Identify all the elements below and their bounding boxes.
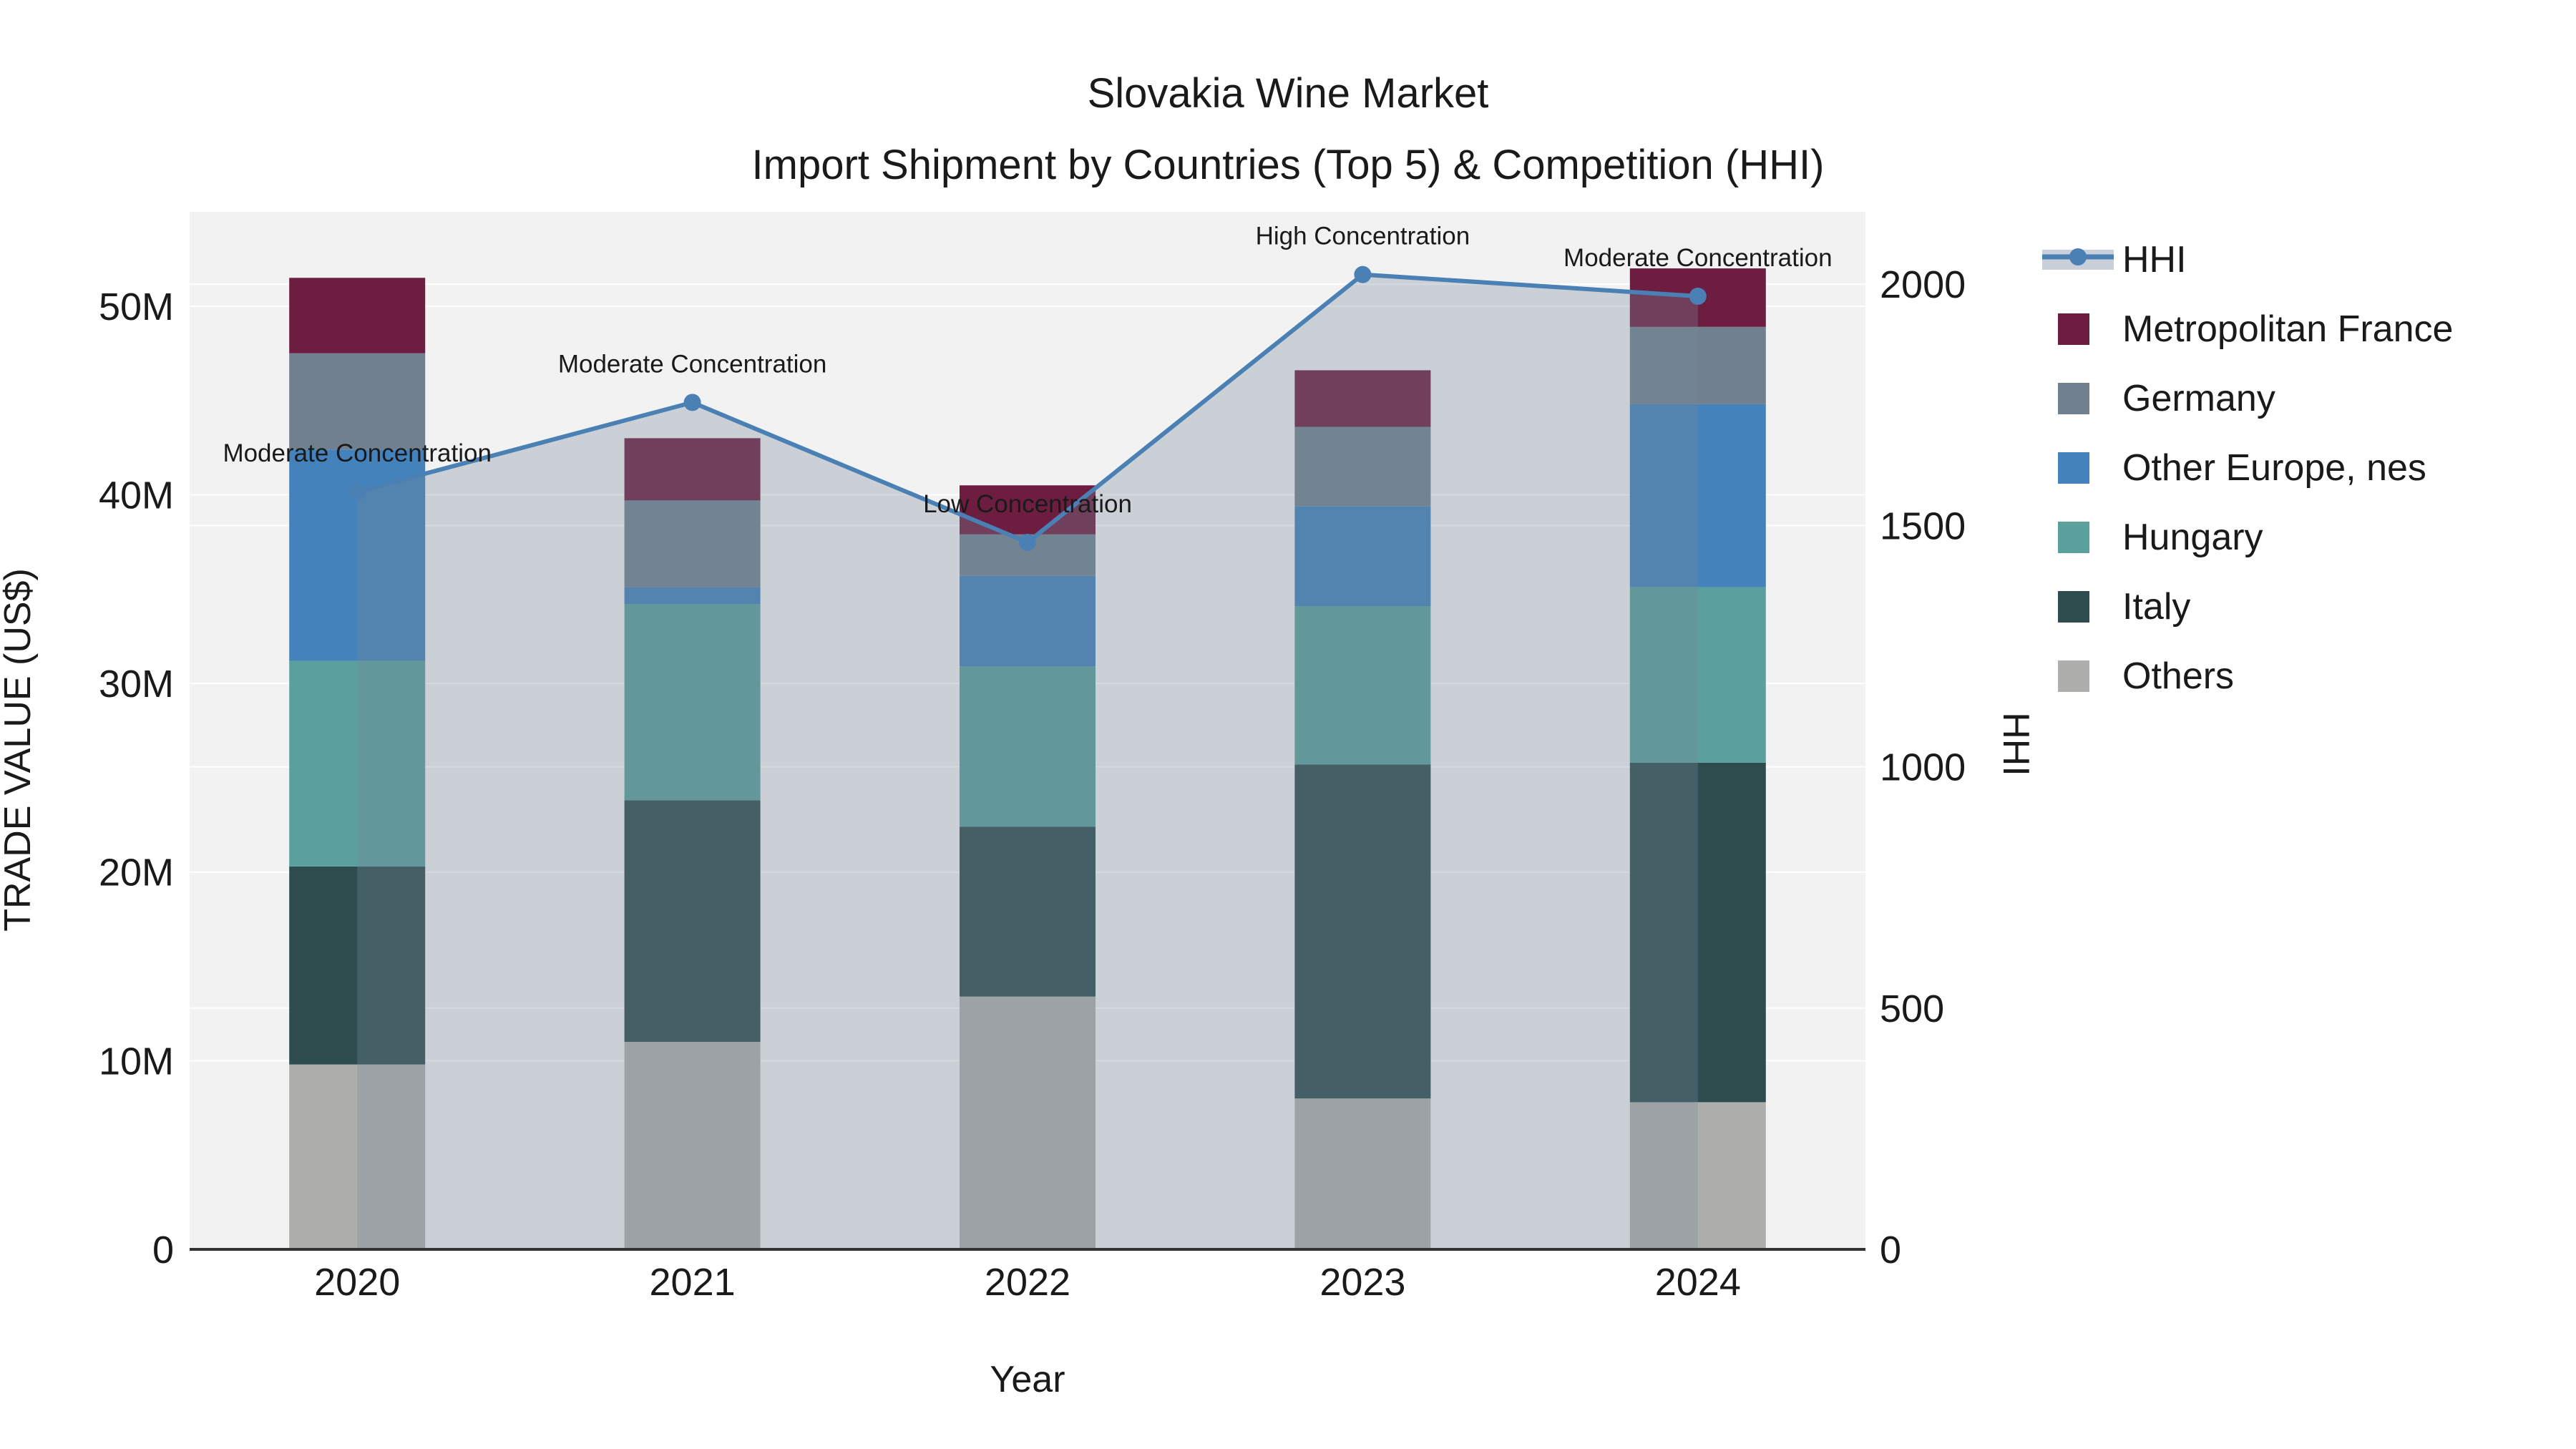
y-left-tick-40M: 40M	[99, 474, 174, 517]
annotation-2024: Moderate Concentration	[1563, 244, 1833, 272]
legend-swatch	[2058, 452, 2089, 484]
bar-segment-hungary-2023[interactable]	[1294, 606, 1431, 765]
y-right-axis-title: HHI	[1995, 712, 2036, 776]
bar-segment-other-europe-nes-2021[interactable]	[624, 587, 761, 605]
bar-segment-others-2020[interactable]	[289, 1064, 426, 1249]
legend-label: Germany	[2122, 378, 2275, 419]
bar-segment-other-europe-nes-2022[interactable]	[960, 575, 1096, 667]
legend-label: HHI	[2122, 239, 2187, 280]
bar-segment-metropolitan-france-2021[interactable]	[624, 438, 761, 501]
bar-segment-others-2021[interactable]	[624, 1042, 761, 1249]
bar-segment-others-2024[interactable]	[1629, 1102, 1766, 1249]
hhi-marker-2022[interactable]	[1019, 533, 1036, 551]
legend-swatch	[2058, 313, 2089, 345]
hhi-marker-2023[interactable]	[1354, 265, 1372, 283]
bar-segment-germany-2024[interactable]	[1629, 326, 1766, 404]
bar-segment-hungary-2020[interactable]	[289, 660, 426, 867]
y-left-tick-50M: 50M	[99, 286, 174, 328]
legend-hhi-marker	[2069, 248, 2087, 265]
hhi-area	[357, 274, 1698, 1249]
bar-segment-other-europe-nes-2023[interactable]	[1294, 506, 1431, 606]
bar-segment-italy-2022[interactable]	[960, 826, 1096, 997]
annotation-2023: High Concentration	[1256, 223, 1470, 250]
x-tick-2024: 2024	[1655, 1261, 1741, 1304]
bar-segment-germany-2023[interactable]	[1294, 426, 1431, 507]
bar-segment-metropolitan-france-2022[interactable]	[960, 485, 1096, 535]
bar-segment-metropolitan-france-2020[interactable]	[289, 278, 426, 353]
legend-item-italy[interactable]: Italy	[2058, 586, 2190, 628]
y-right-tick-2000: 2000	[1880, 263, 1966, 306]
bar-segment-hungary-2022[interactable]	[960, 666, 1096, 827]
legend-swatch	[2058, 591, 2089, 623]
bar-segment-italy-2020[interactable]	[289, 866, 426, 1065]
y-left-tick-0: 0	[152, 1229, 174, 1272]
y-right-tick-1500: 1500	[1880, 504, 1966, 547]
bar-segment-hungary-2021[interactable]	[624, 604, 761, 801]
hhi-marker-2021[interactable]	[683, 394, 701, 411]
legend-item-germany[interactable]: Germany	[2058, 378, 2275, 419]
bar-segment-italy-2023[interactable]	[1294, 764, 1431, 1099]
bar-segment-others-2023[interactable]	[1294, 1098, 1431, 1249]
x-tick-2021: 2021	[650, 1261, 736, 1304]
legend-swatch	[2058, 383, 2089, 414]
legend-swatch	[2058, 660, 2089, 692]
x-tick-2022: 2022	[985, 1261, 1070, 1304]
annotation-2020: Moderate Concentration	[223, 439, 492, 467]
legend-label: Other Europe, nes	[2122, 447, 2426, 489]
y-right-tick-1000: 1000	[1880, 746, 1966, 789]
bar-segment-others-2022[interactable]	[960, 996, 1096, 1249]
bar-segment-italy-2021[interactable]	[624, 800, 761, 1042]
annotation-2021: Moderate Concentration	[558, 350, 827, 378]
legend-item-hhi[interactable]: HHI	[2042, 239, 2187, 280]
y-left-tick-30M: 30M	[99, 663, 174, 706]
x-tick-2023: 2023	[1319, 1261, 1405, 1304]
legend-item-metropolitan-france[interactable]: Metropolitan France	[2058, 308, 2453, 350]
legend-label: Hungary	[2122, 517, 2263, 558]
chart-title-line1: Slovakia Wine Market	[1088, 70, 1489, 117]
x-tick-2020: 2020	[314, 1261, 400, 1304]
x-axis-title: Year	[990, 1359, 1065, 1400]
annotation-2022: Low Concentration	[923, 490, 1132, 518]
y-right-tick-500: 500	[1880, 987, 1944, 1030]
legend-item-others[interactable]: Others	[2058, 655, 2234, 697]
y-left-tick-20M: 20M	[99, 852, 174, 894]
y-left-tick-10M: 10M	[99, 1040, 174, 1083]
legend-label: Metropolitan France	[2122, 308, 2453, 350]
legend-label: Others	[2122, 655, 2234, 697]
bar-segment-hungary-2024[interactable]	[1629, 587, 1766, 763]
legend-item-other-europe-nes[interactable]: Other Europe, nes	[2058, 447, 2426, 489]
bar-segment-metropolitan-france-2023[interactable]	[1294, 370, 1431, 427]
hhi-marker-2024[interactable]	[1689, 288, 1707, 306]
y-left-axis-title: TRADE VALUE (US$)	[0, 568, 39, 932]
legend-swatch	[2058, 522, 2089, 553]
legend-item-hungary[interactable]: Hungary	[2058, 517, 2263, 558]
bar-segment-italy-2024[interactable]	[1629, 762, 1766, 1103]
chart-title-line2: Import Shipment by Countries (Top 5) & C…	[752, 142, 1825, 188]
legend-label: Italy	[2122, 586, 2190, 628]
hhi-marker-2020[interactable]	[348, 483, 366, 501]
bar-segment-germany-2020[interactable]	[289, 353, 426, 450]
bar-segment-germany-2021[interactable]	[624, 500, 761, 587]
bar-segment-other-europe-nes-2024[interactable]	[1629, 404, 1766, 587]
y-right-tick-0: 0	[1880, 1229, 1901, 1272]
